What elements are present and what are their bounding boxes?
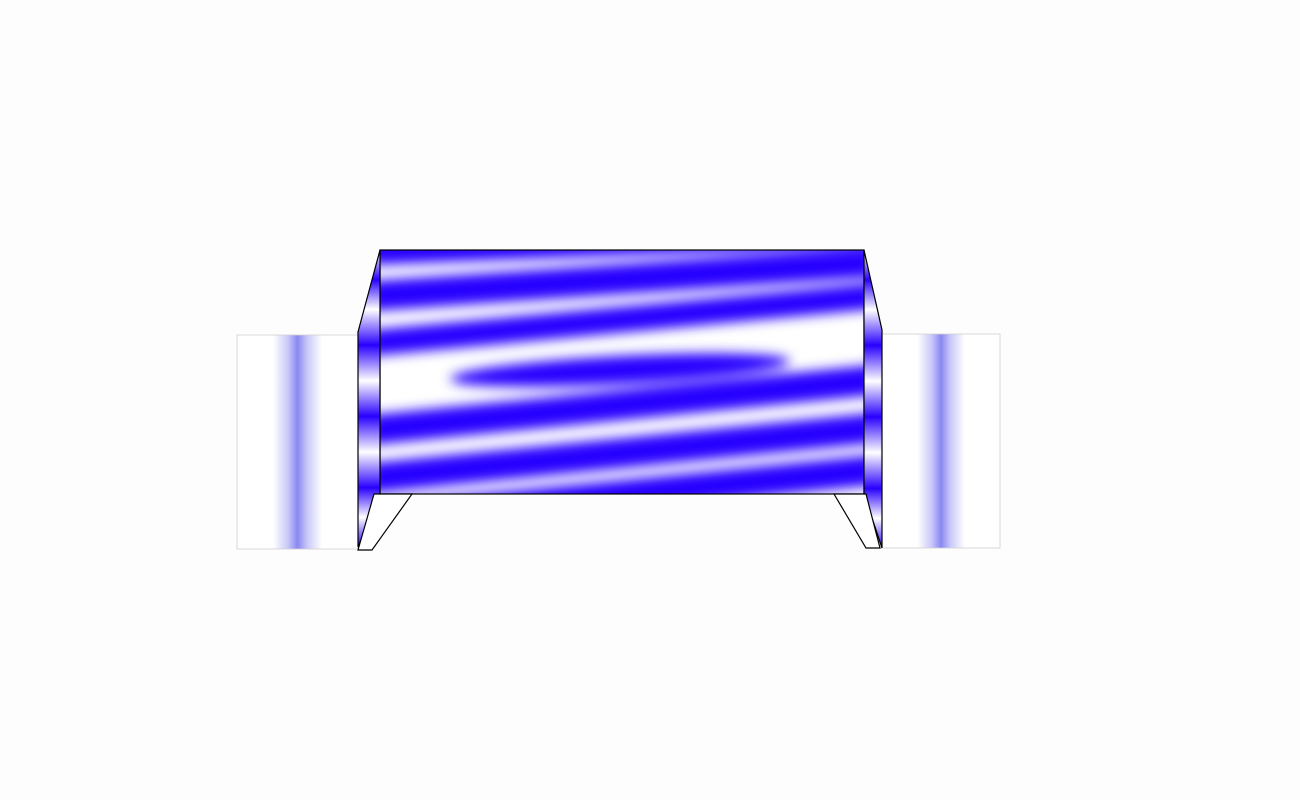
dark-fringe	[380, 250, 748, 265]
dark-fringe	[380, 413, 864, 493]
center-interference-panel	[380, 250, 864, 494]
right-projection-panel	[881, 333, 1001, 549]
central-fringe	[450, 353, 790, 387]
left-projection-panel	[236, 334, 359, 550]
dark-fringe	[480, 455, 864, 494]
right-tilted-face	[863, 249, 883, 549]
dark-fringe	[380, 365, 864, 445]
dark-fringe	[380, 250, 864, 311]
dark-fringe	[380, 283, 864, 356]
left-tilted-face	[357, 249, 381, 548]
left-leg	[357, 493, 414, 551]
right-leg	[832, 493, 881, 549]
